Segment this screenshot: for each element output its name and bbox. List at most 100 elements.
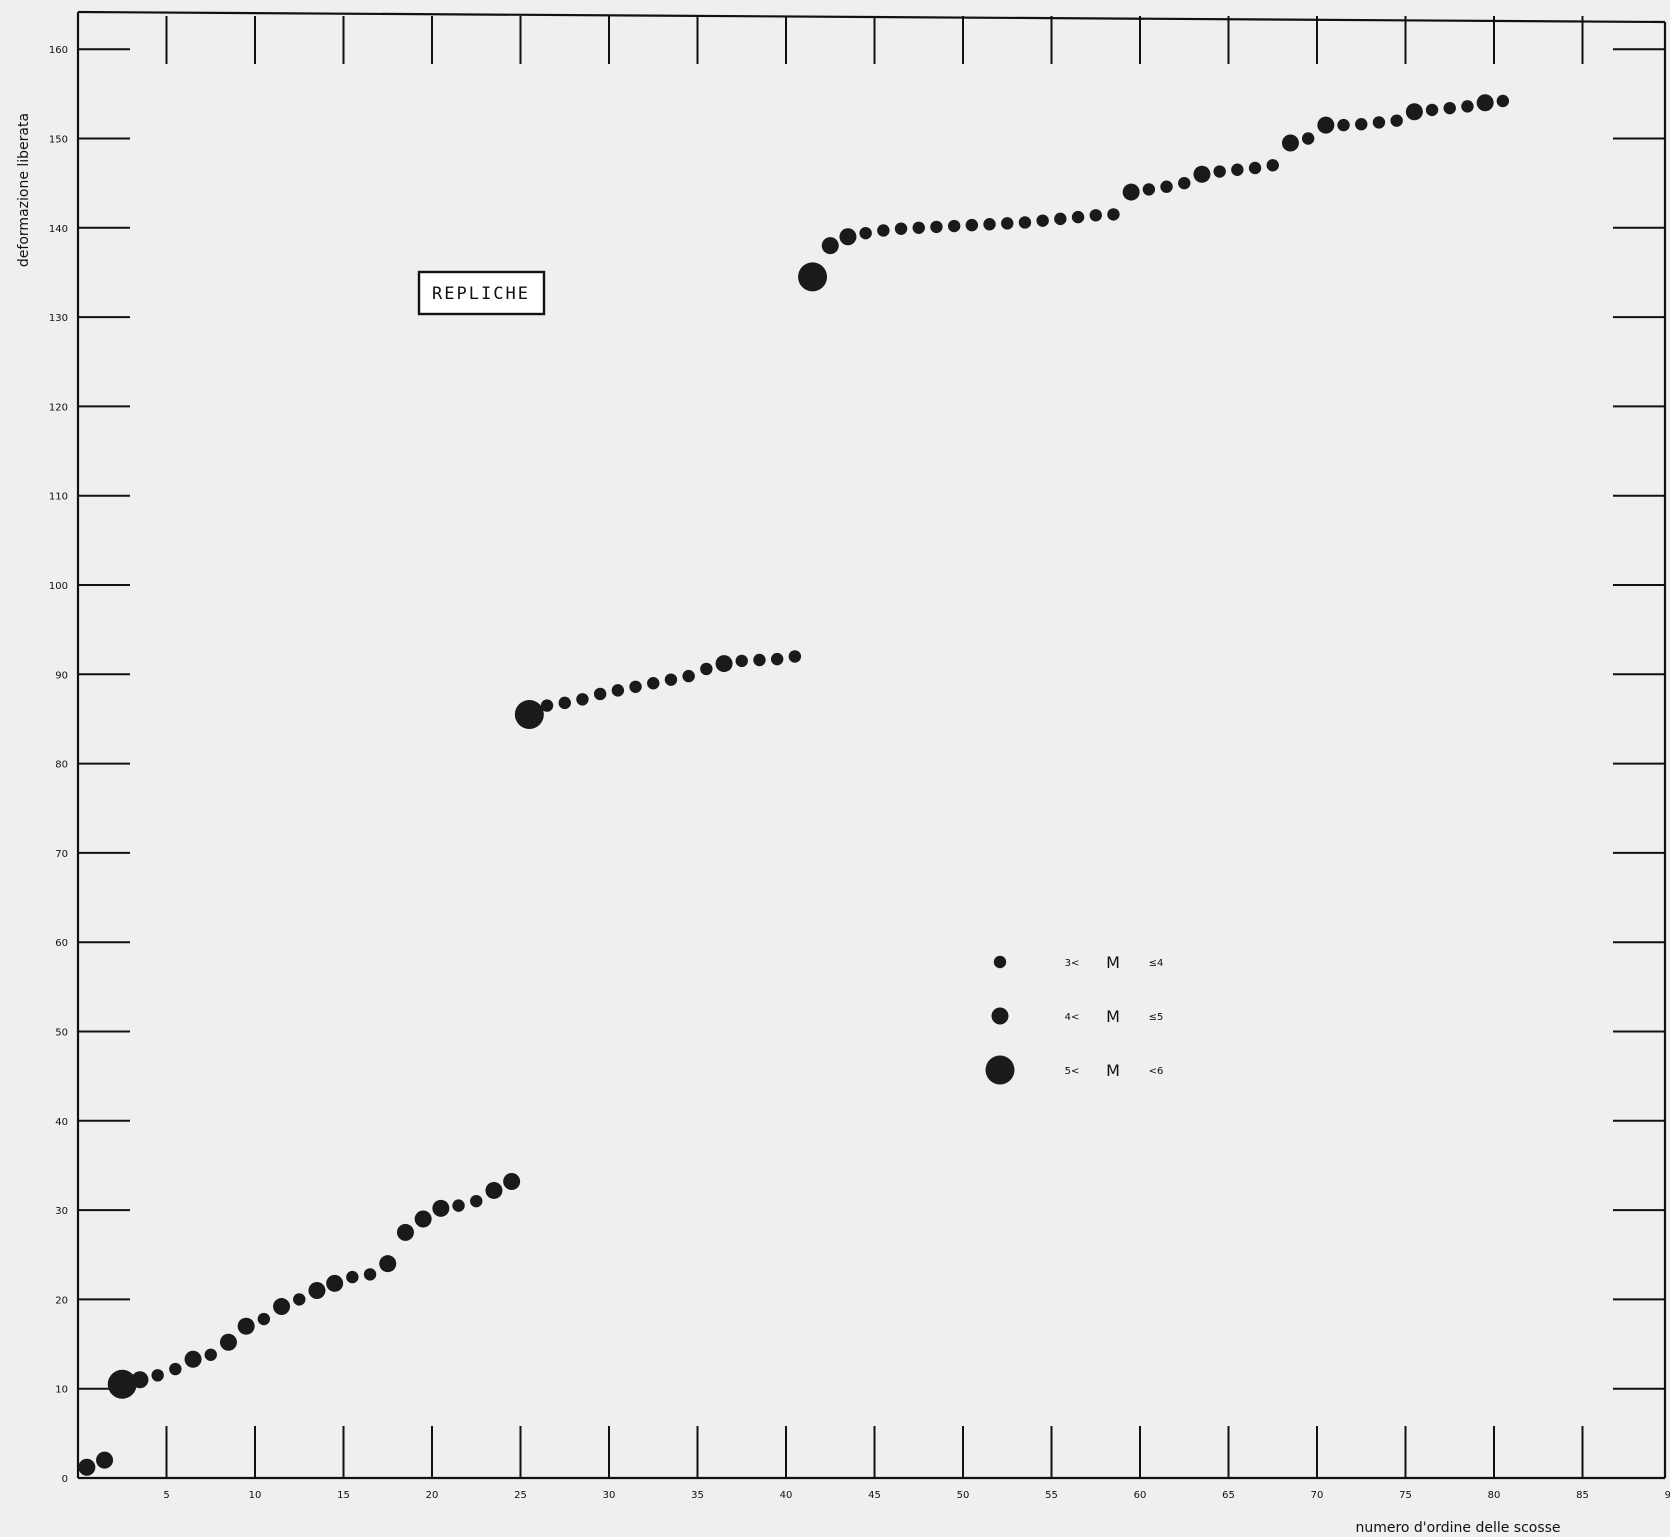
data-point (1355, 118, 1368, 131)
data-point (78, 1458, 96, 1476)
data-point (326, 1274, 344, 1292)
data-point (1160, 180, 1173, 193)
y-tick-label: 110 (49, 492, 68, 503)
data-point (700, 662, 713, 676)
annotation-box (417, 270, 546, 316)
data-point (682, 669, 695, 683)
data-point (770, 652, 784, 666)
data-point (1036, 214, 1049, 227)
data-point (558, 696, 571, 710)
data-point (1178, 176, 1191, 190)
legend-range-high: <6 (1149, 1066, 1164, 1077)
x-tick-label: 35 (691, 1490, 704, 1501)
data-point (396, 1223, 414, 1241)
y-tick-label: 80 (55, 760, 68, 771)
data-point (1476, 94, 1494, 112)
data-point (1018, 216, 1032, 229)
data-point (930, 220, 943, 234)
legend-magnitude: M (1106, 1061, 1120, 1080)
y-tick-label: 120 (49, 402, 68, 413)
data-point (647, 677, 660, 690)
x-tick-label: 10 (249, 1490, 262, 1501)
y-tick-label: 20 (55, 1295, 68, 1306)
y-tick-label: 150 (49, 135, 68, 146)
data-point (1193, 165, 1211, 183)
data-point (503, 1173, 521, 1191)
data-point (184, 1350, 202, 1368)
data-point (432, 1199, 450, 1217)
ticks: 0 10 20 30 40 50 60 70 80 90 100 110 120 130 140 150 160… (49, 16, 1670, 1501)
legend-marker-medium (991, 1007, 1009, 1025)
x-tick-label: 25 (514, 1490, 527, 1501)
data-point (1231, 163, 1244, 176)
data-point (1107, 208, 1120, 221)
y-tick-label: 10 (55, 1385, 68, 1396)
data-point (414, 1210, 432, 1228)
y-tick-label: 70 (55, 849, 68, 860)
data-point (1443, 101, 1456, 115)
data-point (1301, 132, 1315, 145)
data-point (735, 654, 748, 668)
data-point (1071, 210, 1085, 224)
x-axis-title: numero d'ordine delle scosse (1355, 1520, 1560, 1536)
annotation-label: REPLICHE (432, 284, 530, 304)
data-point (96, 1451, 114, 1469)
data-point (470, 1194, 483, 1208)
legend-range-low: 5< (1065, 1066, 1080, 1077)
data-point (1248, 161, 1262, 175)
legend-range-low: 3< (1065, 958, 1080, 969)
data-point (1266, 159, 1279, 172)
y-tick-label: 40 (55, 1117, 68, 1128)
data-point (788, 650, 802, 663)
data-point (798, 262, 828, 292)
data-point (1461, 100, 1474, 113)
data-point (912, 221, 925, 234)
data-point (1496, 94, 1510, 108)
legend-range-low: 4< (1065, 1012, 1080, 1023)
data-point (983, 218, 996, 231)
data-point (452, 1199, 465, 1212)
data-point (715, 655, 733, 673)
x-tick-label: 20 (426, 1490, 439, 1501)
data-point (1122, 183, 1140, 201)
legend-magnitude: M (1106, 1007, 1120, 1026)
y-tick-label: 90 (55, 670, 68, 681)
y-tick-label: 100 (49, 581, 68, 592)
data-point (1317, 116, 1335, 134)
data-point (947, 219, 961, 233)
data-point (237, 1317, 255, 1335)
x-tick-label: 80 (1488, 1490, 1501, 1501)
data-point (219, 1333, 237, 1351)
data-point (1213, 165, 1226, 178)
data-point (1405, 103, 1423, 121)
data-point (1001, 217, 1014, 230)
data-point (593, 687, 607, 701)
data-point (273, 1298, 291, 1316)
x-tick-label: 5 (163, 1490, 169, 1501)
data-point (131, 1371, 149, 1389)
data-point (346, 1270, 359, 1284)
data-point (1281, 134, 1299, 152)
data-point (753, 653, 766, 667)
data-point (379, 1255, 397, 1273)
data-point (859, 226, 872, 240)
data-point (151, 1369, 164, 1382)
y-tick-label: 60 (55, 938, 68, 949)
y-tick-label: 0 (62, 1474, 68, 1485)
data-point (308, 1281, 326, 1299)
data-point (257, 1312, 271, 1326)
data-point (363, 1268, 377, 1281)
x-tick-label: 30 (603, 1490, 616, 1501)
x-tick-label: 45 (868, 1490, 881, 1501)
data-point (664, 673, 678, 686)
data-point (169, 1362, 182, 1376)
data-point (1054, 212, 1067, 226)
y-tick-label: 30 (55, 1206, 68, 1217)
legend: 3< M ≤4 4< M ≤5 5< M <6 (985, 953, 1164, 1085)
y-tick-label: 130 (49, 313, 68, 324)
data-point (293, 1293, 306, 1306)
x-tick-label: 90 (1665, 1490, 1670, 1501)
legend-marker-small (993, 955, 1007, 969)
x-tick-label: 15 (337, 1490, 350, 1501)
